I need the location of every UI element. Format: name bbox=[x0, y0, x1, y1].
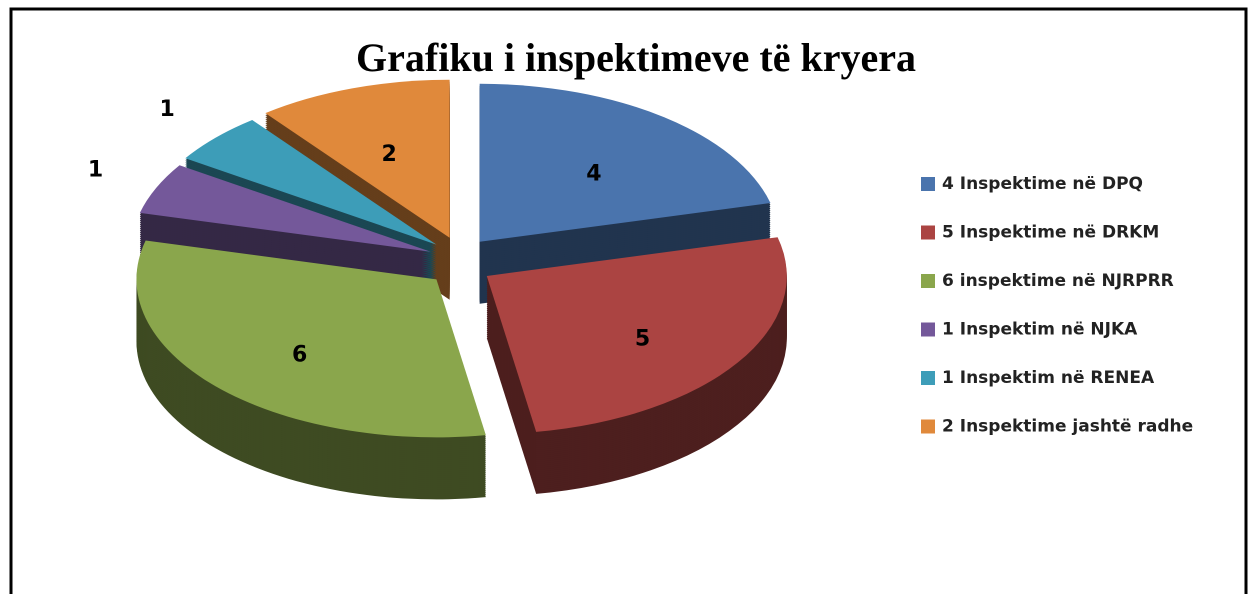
legend-label: 5 Inspektime në DRKM bbox=[942, 223, 1159, 243]
slice bbox=[265, 79, 450, 238]
legend-swatch bbox=[921, 225, 935, 240]
legend-swatch bbox=[921, 371, 935, 385]
chart-title: Grafiku i inspektimeve të kryera bbox=[356, 35, 916, 80]
slice bbox=[185, 119, 437, 245]
data-label: 5 bbox=[635, 327, 650, 352]
legend-swatch bbox=[921, 419, 935, 434]
legend-swatch bbox=[921, 274, 935, 288]
legend-label: 2 Inspektime jashtë radhe bbox=[942, 417, 1193, 437]
legend-label: 1 Inspektim në NJKA bbox=[942, 320, 1138, 340]
legend-label: 4 Inspektime në DPQ bbox=[942, 174, 1143, 194]
data-label: 6 bbox=[292, 343, 307, 368]
slice bbox=[479, 83, 771, 242]
legend-label: 6 inspektime në NJRPRR bbox=[942, 271, 1174, 291]
legend-swatch bbox=[921, 177, 935, 191]
data-label: 2 bbox=[382, 142, 397, 167]
legend-swatch bbox=[921, 322, 935, 337]
data-label: 4 bbox=[586, 161, 601, 186]
data-label: 1 bbox=[88, 157, 103, 182]
slice bbox=[136, 240, 486, 438]
legend-label: 1 Inspektim në RENEA bbox=[942, 368, 1155, 388]
data-label: 1 bbox=[160, 97, 175, 122]
slice bbox=[486, 237, 787, 432]
slice bbox=[139, 165, 431, 252]
